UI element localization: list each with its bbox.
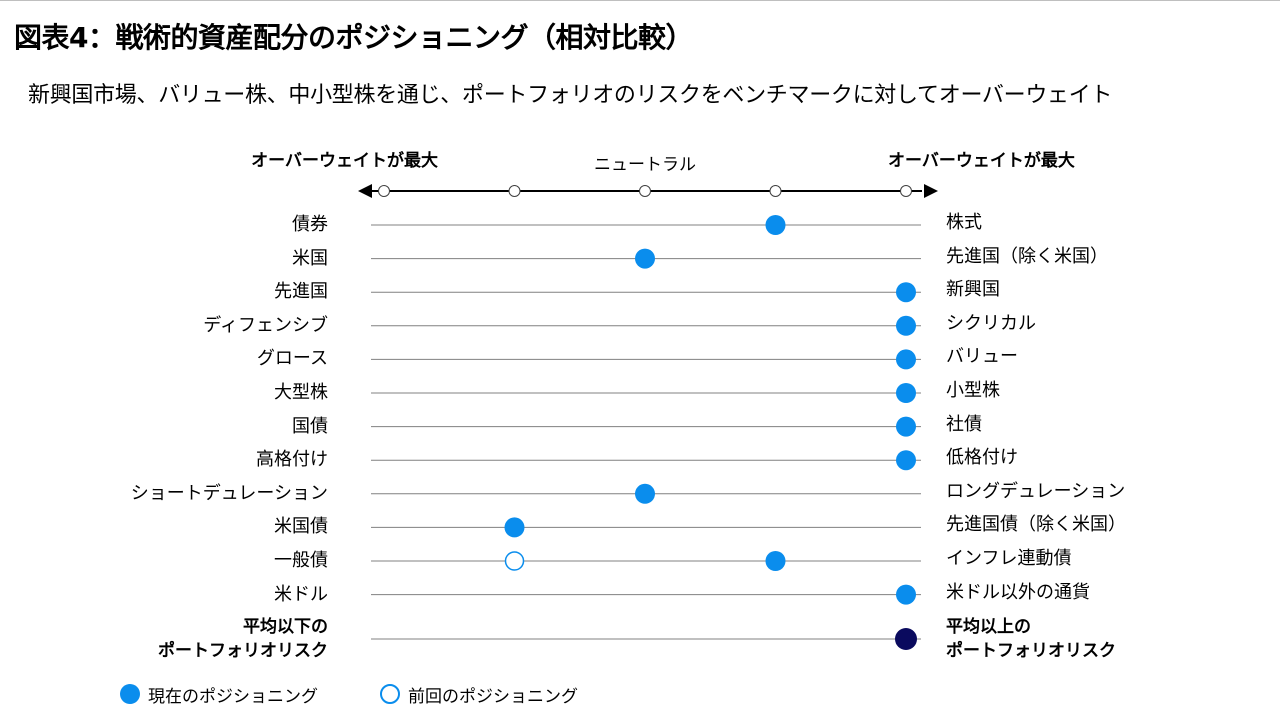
legend-item-current: 現在のポジショニング: [120, 682, 318, 707]
risk-label-left-line: ポートフォリオリスク: [158, 641, 328, 661]
risk-label-right-line: ポートフォリオリスク: [946, 641, 1116, 661]
scale-tick-marker: [508, 185, 521, 197]
row-label-left: 米国: [292, 247, 328, 269]
chart-subtitle: 新興国市場、バリュー株、中小型株を通じ、ポートフォリオのリスクをベンチマークに対…: [28, 83, 1113, 108]
previous-position-marker: [504, 551, 525, 571]
risk-label-right-line: 平均以上の: [946, 617, 1031, 637]
scale-tick-marker: [378, 185, 390, 197]
current-position-marker: [504, 517, 525, 538]
row-label-left: 米国債: [274, 516, 328, 538]
risk-label-right: 平均以上のポートフォリオリスク: [946, 615, 1116, 663]
scale-label-left: オーバーウェイトが最大: [251, 151, 438, 171]
scale-tick-marker: [639, 185, 651, 197]
current-position-marker: [896, 450, 916, 471]
row-label-left: 債券: [292, 214, 328, 235]
legend-label: 現在のポジショニング: [148, 686, 318, 707]
row-label-left: 米ドル: [274, 583, 328, 605]
legend-item-previous: 前回のポジショニング: [380, 682, 578, 707]
current-position-marker: [635, 248, 655, 269]
row-label-right: シクリカル: [946, 312, 1036, 334]
scale-label-right: オーバーウェイトが最大: [888, 151, 1075, 171]
scale-label-neutral: ニュートラル: [594, 155, 696, 175]
risk-label-left: 平均以下のポートフォリオリスク: [158, 615, 328, 663]
row-label-right: 先進国債（除く米国）: [946, 514, 1126, 536]
risk-position-marker: [895, 628, 917, 650]
row-label-right: 先進国（除く米国）: [946, 245, 1108, 267]
row-label-right: 小型株: [946, 380, 1000, 401]
chart-title: 図表4：戦術的資産配分のポジショニング（相対比較）: [14, 21, 694, 54]
row-label-right: 低格付け: [946, 447, 1018, 469]
current-position-marker: [896, 349, 916, 370]
row-label-right: 新興国: [946, 279, 1000, 301]
row-label-left: 一般債: [274, 550, 328, 571]
row-label-right: 社債: [946, 413, 982, 435]
row-label-left: 国債: [292, 415, 328, 437]
row-label-left: 高格付け: [256, 449, 328, 471]
current-position-marker: [896, 383, 916, 403]
row-label-right: インフレ連動債: [946, 548, 1072, 569]
hollow-circle-icon: [380, 684, 400, 704]
filled-circle-icon: [120, 684, 140, 704]
row-label-right: バリュー: [946, 346, 1018, 368]
row-label-left: グロース: [256, 348, 328, 370]
row-label-left: ショートデュレーション: [130, 482, 328, 504]
top-rule: [0, 0, 1280, 1]
row-label-left: ディフェンシブ: [203, 314, 328, 336]
row-label-right: ロングデュレーション: [946, 480, 1126, 502]
row-label-left: 大型株: [274, 382, 328, 403]
current-position-marker: [896, 315, 916, 336]
legend-label: 前回のポジショニング: [408, 686, 578, 707]
current-position-marker: [765, 551, 786, 571]
scale-tick-marker: [769, 185, 782, 197]
row-label-right: 株式: [946, 212, 982, 233]
risk-label-left-line: 平均以下の: [243, 617, 328, 637]
current-position-marker: [896, 282, 916, 303]
row-label-left: 先進国: [274, 281, 328, 303]
current-position-marker: [896, 584, 916, 605]
current-position-marker: [765, 215, 786, 235]
scale-axis-left-arrow: [358, 184, 372, 198]
scale-axis-right-arrow: [924, 184, 938, 198]
scale-tick-marker: [900, 185, 912, 197]
current-position-marker: [635, 483, 655, 504]
current-position-marker: [896, 416, 916, 437]
row-label-right: 米ドル以外の通貨: [946, 581, 1090, 603]
